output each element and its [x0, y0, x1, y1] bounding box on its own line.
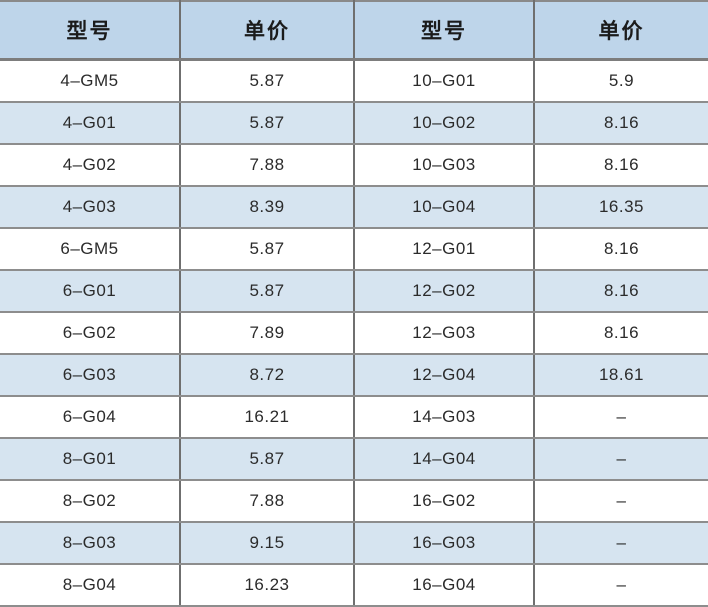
cell-price-right: 16.35	[534, 186, 708, 229]
table-row: 6–GM5 5.87 12–G01 8.16	[0, 228, 708, 271]
column-header-price-right: 单价	[534, 0, 708, 61]
cell-price-right: –	[534, 480, 708, 523]
cell-price-right: 18.61	[534, 354, 708, 397]
cell-price-right: 8.16	[534, 270, 708, 313]
cell-model-left: 8–G03	[0, 522, 181, 565]
cell-model-left: 6–G04	[0, 396, 181, 439]
cell-model-right: 16–G03	[354, 522, 535, 565]
cell-price-left: 7.88	[180, 144, 355, 187]
cell-model-left: 6–G01	[0, 270, 181, 313]
cell-model-left: 6–G02	[0, 312, 181, 355]
cell-model-left: 4–G01	[0, 102, 181, 145]
table-row: 4–G01 5.87 10–G02 8.16	[0, 102, 708, 145]
cell-price-right: 8.16	[534, 102, 708, 145]
cell-model-right: 10–G02	[354, 102, 535, 145]
cell-model-right: 12–G02	[354, 270, 535, 313]
cell-model-left: 8–G01	[0, 438, 181, 481]
header-row: 型号 单价 型号 单价	[0, 0, 708, 61]
cell-model-right: 12–G01	[354, 228, 535, 271]
cell-price-left: 9.15	[180, 522, 355, 565]
cell-model-left: 4–G03	[0, 186, 181, 229]
cell-model-right: 10–G01	[354, 59, 535, 103]
cell-price-left: 16.23	[180, 564, 355, 607]
cell-model-right: 10–G04	[354, 186, 535, 229]
cell-price-right: –	[534, 522, 708, 565]
table-row: 4–G03 8.39 10–G04 16.35	[0, 186, 708, 229]
table-row: 4–GM5 5.87 10–G01 5.9	[0, 59, 708, 103]
cell-price-left: 8.39	[180, 186, 355, 229]
column-header-model-right: 型号	[354, 0, 535, 61]
cell-model-right: 12–G03	[354, 312, 535, 355]
cell-price-left: 7.89	[180, 312, 355, 355]
table-row: 6–G02 7.89 12–G03 8.16	[0, 312, 708, 355]
cell-price-left: 16.21	[180, 396, 355, 439]
cell-price-right: 8.16	[534, 228, 708, 271]
cell-price-left: 5.87	[180, 59, 355, 103]
cell-price-right: 8.16	[534, 144, 708, 187]
cell-price-right: –	[534, 438, 708, 481]
cell-price-left: 5.87	[180, 438, 355, 481]
table-row: 8–G01 5.87 14–G04–	[0, 438, 708, 481]
cell-price-right: –	[534, 396, 708, 439]
cell-model-right: 14–G03	[354, 396, 535, 439]
column-header-price-left: 单价	[180, 0, 355, 61]
column-header-model-left: 型号	[0, 0, 181, 61]
cell-model-left: 6–G03	[0, 354, 181, 397]
cell-price-left: 8.72	[180, 354, 355, 397]
table-row: 8–G03 9.15 16–G03–	[0, 522, 708, 565]
cell-price-right: 8.16	[534, 312, 708, 355]
table-row: 8–G04 16.23 16–G04–	[0, 564, 708, 607]
cell-price-left: 5.87	[180, 270, 355, 313]
cell-model-right: 16–G04	[354, 564, 535, 607]
cell-model-right: 16–G02	[354, 480, 535, 523]
cell-price-left: 5.87	[180, 228, 355, 271]
cell-model-left: 8–G02	[0, 480, 181, 523]
cell-price-right: 5.9	[534, 59, 708, 103]
table-header: 型号 单价 型号 单价	[0, 0, 708, 61]
cell-model-right: 12–G04	[354, 354, 535, 397]
cell-model-left: 6–GM5	[0, 228, 181, 271]
cell-model-left: 4–GM5	[0, 59, 181, 103]
table-row: 6–G04 16.21 14–G03–	[0, 396, 708, 439]
cell-price-right: –	[534, 564, 708, 607]
table-body: 4–GM5 5.87 10–G01 5.9 4–G01 5.87 10–G02 8.16 4–G…	[0, 59, 708, 607]
table-row: 6–G01 5.87 12–G02 8.16	[0, 270, 708, 313]
cell-model-left: 8–G04	[0, 564, 181, 607]
cell-price-left: 5.87	[180, 102, 355, 145]
cell-model-right: 10–G03	[354, 144, 535, 187]
table-row: 8–G02 7.88 16–G02–	[0, 480, 708, 523]
table-row: 4–G02 7.88 10–G03 8.16	[0, 144, 708, 187]
cell-model-right: 14–G04	[354, 438, 535, 481]
cell-model-left: 4–G02	[0, 144, 181, 187]
table-row: 6–G03 8.72 12–G04 18.61	[0, 354, 708, 397]
cell-price-left: 7.88	[180, 480, 355, 523]
